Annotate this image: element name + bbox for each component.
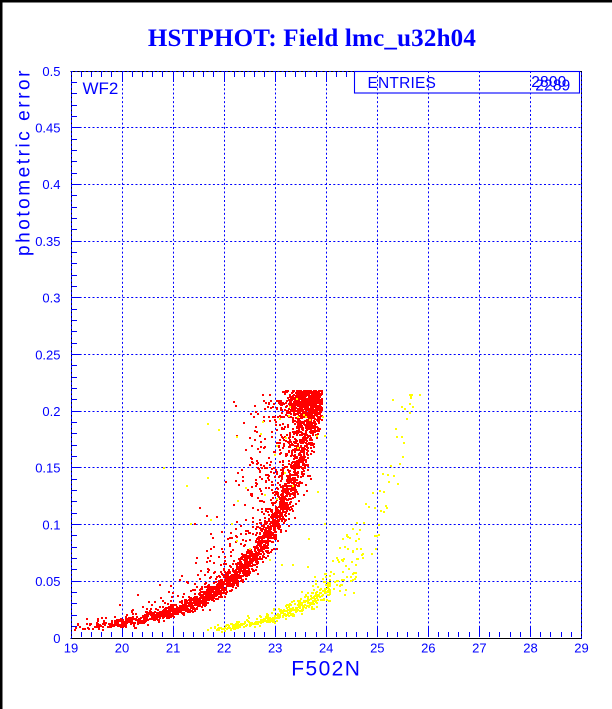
svg-text:0.4: 0.4 <box>42 177 60 192</box>
svg-text:ENTRIES: ENTRIES <box>368 75 437 92</box>
svg-text:25: 25 <box>370 641 384 656</box>
svg-text:0.2: 0.2 <box>42 404 60 419</box>
svg-text:2800: 2800 <box>531 74 566 91</box>
svg-text:0.15: 0.15 <box>35 461 60 476</box>
svg-text:0.05: 0.05 <box>35 574 60 589</box>
svg-text:22: 22 <box>217 641 231 656</box>
svg-text:28: 28 <box>523 641 537 656</box>
svg-text:21: 21 <box>166 641 180 656</box>
svg-text:0.1: 0.1 <box>42 517 60 532</box>
svg-text:27: 27 <box>472 641 486 656</box>
svg-text:26: 26 <box>421 641 435 656</box>
svg-text:0.3: 0.3 <box>42 291 60 306</box>
svg-text:19: 19 <box>64 641 78 656</box>
svg-text:photometric error: photometric error <box>14 68 35 256</box>
svg-text:0.25: 0.25 <box>35 347 60 362</box>
svg-text:20: 20 <box>115 641 129 656</box>
svg-text:29: 29 <box>574 641 588 656</box>
svg-text:2289: 2289 <box>535 78 570 95</box>
svg-text:0.35: 0.35 <box>35 234 60 249</box>
svg-text:23: 23 <box>268 641 282 656</box>
svg-text:HSTPHOT: Field lmc_u32h04: HSTPHOT: Field lmc_u32h04 <box>148 25 476 52</box>
svg-text:0.5: 0.5 <box>42 64 60 79</box>
svg-text:0.45: 0.45 <box>35 121 60 136</box>
svg-text:WF2: WF2 <box>83 79 119 98</box>
svg-text:0: 0 <box>53 631 60 646</box>
svg-text:24: 24 <box>319 641 333 656</box>
svg-text:F502N: F502N <box>291 658 361 681</box>
